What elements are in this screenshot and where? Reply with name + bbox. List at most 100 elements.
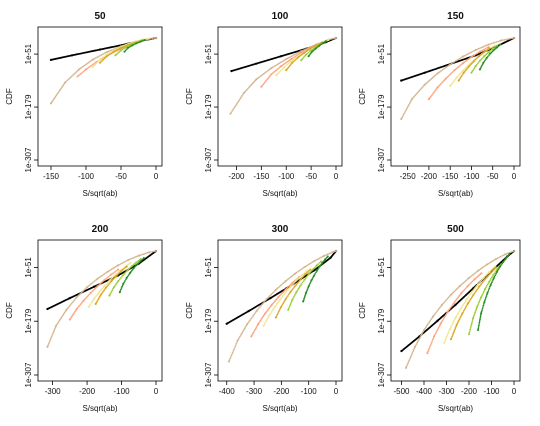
curve-dot — [262, 72, 265, 75]
curve-dot — [328, 252, 331, 255]
curve-dot — [428, 346, 431, 348]
curve-dot — [153, 250, 156, 253]
curve-dot — [229, 356, 232, 358]
curve-dot — [493, 46, 495, 49]
curve-dot — [439, 83, 442, 86]
curve-dot — [56, 322, 59, 325]
curve-dot — [439, 306, 441, 309]
curve-dot — [491, 281, 493, 284]
curve-dot — [139, 254, 142, 257]
curve-dot — [288, 285, 290, 288]
curve-dot — [495, 272, 497, 275]
data-point — [433, 335, 436, 338]
curve-dot — [444, 300, 447, 302]
curve-dot — [101, 59, 104, 62]
curve-dot — [135, 264, 137, 267]
curve-dot — [239, 335, 241, 338]
curve-dot — [424, 326, 427, 329]
curve-dot — [298, 270, 300, 272]
curve-dot — [97, 292, 99, 295]
x-tick-label: 0 — [512, 387, 517, 396]
curve-dot — [456, 297, 459, 300]
panel-title: 500 — [447, 224, 464, 235]
curve-dot — [443, 316, 446, 319]
curve-dot — [266, 70, 269, 72]
curve-dot — [415, 93, 417, 96]
curve-dot — [110, 290, 113, 293]
curve-dot — [432, 91, 435, 94]
curve-dot — [281, 292, 283, 295]
curve-dot — [96, 294, 98, 296]
curve-dot — [104, 278, 107, 280]
curve-dot — [478, 320, 481, 322]
curve-dot — [469, 282, 471, 285]
x-tick-label: -300 — [438, 387, 455, 396]
data-point — [489, 272, 492, 275]
curve-dot — [140, 259, 143, 261]
curve-dot — [419, 88, 422, 91]
curve-dot — [105, 282, 108, 285]
data-point — [265, 298, 268, 301]
curve-dot — [249, 319, 251, 321]
curve-dot — [480, 46, 483, 49]
curve-dot — [264, 322, 267, 324]
y-tick-label: 1e-51 — [377, 257, 386, 278]
data-point — [493, 44, 496, 47]
data-point — [334, 249, 338, 253]
curve-dot — [53, 329, 56, 332]
data-point — [494, 257, 498, 261]
curve-dot — [473, 288, 476, 290]
curve-dot — [267, 309, 269, 311]
curve-dot — [123, 273, 125, 276]
curve-dot — [464, 280, 467, 282]
y-tick-label: 1e-179 — [377, 94, 386, 119]
curve-dot — [115, 269, 118, 272]
curve-dot — [425, 325, 428, 327]
curve-dot — [309, 262, 311, 265]
data-point — [443, 341, 446, 344]
curve-dot — [251, 334, 253, 336]
curve-dot — [296, 290, 299, 292]
curve-dot — [407, 105, 409, 108]
curve-dot — [428, 347, 431, 350]
curve-dot — [120, 275, 123, 278]
curve-dot — [457, 58, 460, 61]
data-point — [474, 65, 477, 68]
curve-dot — [124, 49, 127, 52]
curve-dot — [133, 256, 136, 259]
curve-dot — [77, 74, 80, 77]
curve-dot — [476, 288, 479, 291]
curve-dot — [475, 285, 477, 288]
curve-dot — [146, 37, 149, 40]
data-point — [334, 36, 338, 40]
curve-dot — [430, 77, 433, 80]
curve-dot — [62, 84, 65, 87]
curve-dot — [462, 303, 465, 306]
curve-dot — [448, 329, 451, 332]
data-point — [142, 257, 145, 260]
curve-dot — [466, 65, 469, 68]
curve-dot — [432, 338, 434, 341]
curve-dot — [482, 292, 485, 294]
x-axis-label: S/sqrt(ab) — [262, 189, 297, 198]
curve-dot — [446, 297, 449, 300]
curve-dot — [89, 303, 92, 306]
x-tick-label: -100 — [278, 172, 295, 181]
y-tick-label: 1e-51 — [24, 257, 33, 278]
curve-dot — [72, 74, 75, 76]
curve-dot — [121, 46, 124, 49]
x-tick-label: 0 — [512, 172, 517, 181]
data-point — [307, 285, 310, 288]
curve-dot — [474, 311, 476, 314]
curve-dot — [248, 86, 250, 89]
curve-dot — [408, 102, 411, 105]
curve-dot — [495, 269, 498, 272]
data-point — [89, 292, 92, 295]
curve-dot — [256, 308, 259, 311]
curve-dot — [66, 79, 69, 82]
x-tick-label: -300 — [246, 387, 263, 396]
curve-dot — [251, 83, 254, 85]
curve-dot — [273, 290, 276, 292]
curve-dot — [451, 335, 453, 338]
